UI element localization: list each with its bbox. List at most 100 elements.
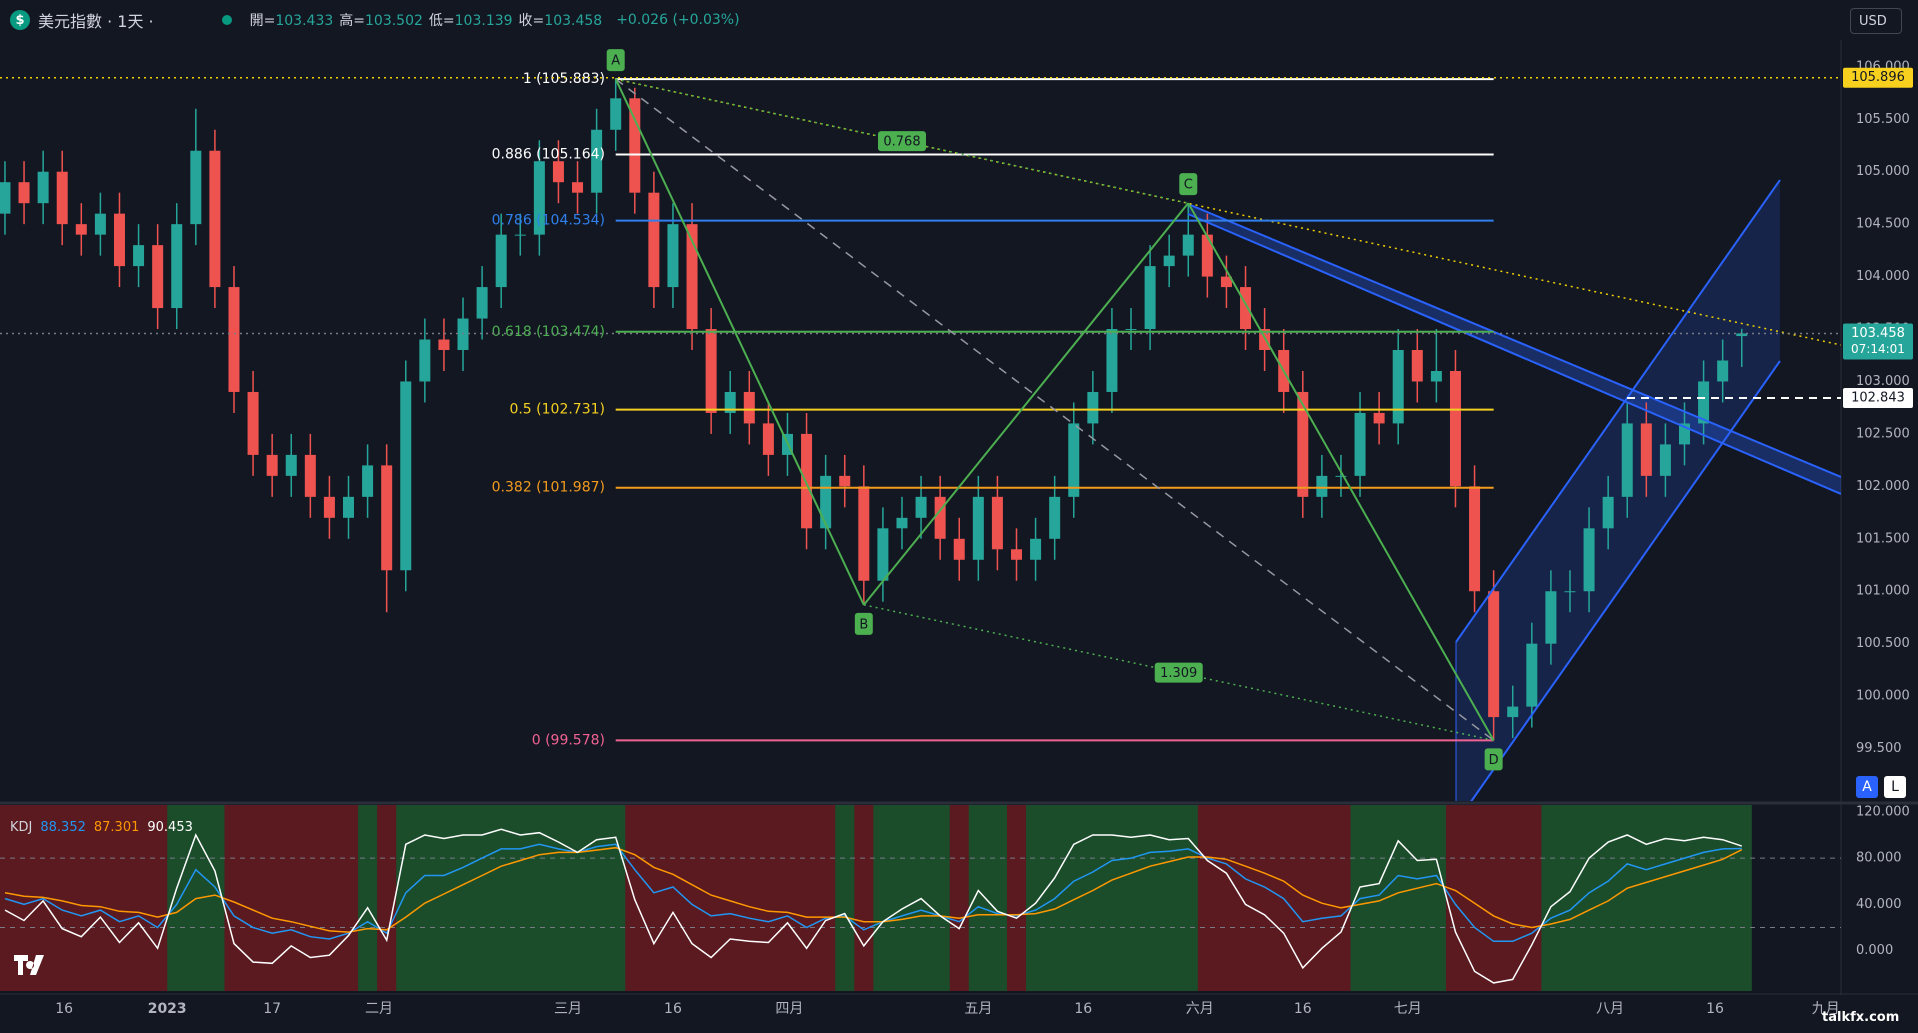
regime-band xyxy=(434,805,454,991)
x-tick-label: 16 xyxy=(55,1001,73,1017)
regime-band xyxy=(1522,805,1542,991)
candle-body xyxy=(1011,549,1023,560)
symbol[interactable]: 美元指數 · 1天 · xyxy=(38,12,154,31)
regime-band xyxy=(1216,805,1237,991)
regime-band xyxy=(1503,805,1523,991)
ohlc-label: 收= xyxy=(518,13,545,29)
candle-body xyxy=(552,161,564,183)
regime-band xyxy=(701,805,722,991)
channel-fill xyxy=(1456,180,1780,801)
candle-body xyxy=(1736,333,1748,337)
candle-body xyxy=(1316,475,1328,497)
regime-band xyxy=(1598,805,1619,991)
regime-band xyxy=(71,805,92,991)
kdj-line xyxy=(4,828,1743,984)
regime-band xyxy=(777,805,798,991)
regime-band xyxy=(1121,805,1142,991)
x-tick-label: 三月 xyxy=(554,1001,582,1017)
currency-button[interactable]: USD xyxy=(1850,8,1902,34)
candle-body xyxy=(896,517,908,529)
candle-body xyxy=(419,339,431,382)
candle-body xyxy=(514,234,526,236)
ohlc-label: 高= xyxy=(339,13,365,29)
candle-body xyxy=(1087,391,1099,424)
kdj-pane xyxy=(0,828,1841,984)
candle-body xyxy=(610,98,622,130)
regime-band xyxy=(1255,805,1275,991)
candle-body xyxy=(991,496,1003,550)
pattern-leg xyxy=(614,78,865,606)
kdj-tick-label: 80.000 xyxy=(1856,851,1902,866)
regime-band xyxy=(224,805,245,991)
channel-line xyxy=(1187,213,1841,495)
y-tick-label: 99.500 xyxy=(1856,741,1902,756)
regime-band xyxy=(529,805,550,991)
regime-band xyxy=(1407,805,1428,991)
candle-body xyxy=(457,318,469,351)
ratio-box xyxy=(877,131,926,152)
regime-band xyxy=(243,805,264,991)
x-tick-label: 九月 xyxy=(1812,1001,1840,1017)
regime-band xyxy=(52,805,73,991)
fib-label: 1 (105.883) xyxy=(523,71,605,87)
regime-band xyxy=(1140,805,1161,991)
candle-body xyxy=(438,339,450,351)
regime-band xyxy=(930,805,951,991)
candle-body xyxy=(724,391,736,413)
candle-body xyxy=(1182,234,1194,256)
regime-band xyxy=(816,805,836,991)
fib-label: 0.886 (105.164) xyxy=(492,147,605,163)
fib-label: 0.786 (104.534) xyxy=(492,213,605,229)
regime-band xyxy=(873,805,893,991)
x-tick-label: 16 xyxy=(1074,1001,1092,1017)
candle-body xyxy=(152,245,164,309)
x-tick-label: 六月 xyxy=(1186,1001,1214,1017)
candle-body xyxy=(266,454,278,476)
pattern-point xyxy=(854,612,873,635)
candle-body xyxy=(1297,391,1309,497)
regime-band xyxy=(1293,805,1313,991)
fib-label: 0.382 (101.987) xyxy=(492,480,605,496)
pattern-point xyxy=(1484,748,1503,771)
candle-body xyxy=(1144,266,1156,330)
candle-body xyxy=(934,496,946,539)
regime-band xyxy=(338,805,359,991)
regime-band xyxy=(319,805,340,991)
candle-body xyxy=(1201,234,1213,277)
price-tag-time: 07:14:01 xyxy=(1851,342,1905,356)
candle-body xyxy=(190,150,202,225)
candle-body xyxy=(1583,528,1595,592)
regime-band xyxy=(1331,805,1351,991)
auto-scale-button[interactable]: A xyxy=(1856,776,1878,798)
kdj-tick-label: 0.000 xyxy=(1856,943,1893,958)
regime-band xyxy=(510,805,531,991)
legend-value: 87.301 xyxy=(94,820,140,835)
candle-body xyxy=(686,224,698,330)
regime-band xyxy=(1732,805,1752,991)
x-tick-label: 2023 xyxy=(148,1001,187,1017)
candle-body xyxy=(1640,423,1652,476)
channel-line xyxy=(1187,203,1841,478)
drawings-back xyxy=(1188,180,1841,801)
price-tag-label: 105.896 xyxy=(1851,70,1905,85)
regime-band xyxy=(1445,805,1466,991)
candle-body xyxy=(75,224,87,235)
regime-band xyxy=(644,805,664,991)
regime-band xyxy=(1197,805,1218,991)
labels: 99.500 100.000 100.500 101.000 101.500 102.00… xyxy=(0,49,1913,1017)
kdj-line xyxy=(4,843,1742,943)
regime-band xyxy=(1102,805,1122,991)
regime-band xyxy=(663,805,684,991)
x-tick-label: 16 xyxy=(1706,1001,1724,1017)
pattern-label: D xyxy=(1489,753,1499,768)
regime-band xyxy=(1541,805,1561,991)
candle-body xyxy=(572,182,584,193)
candle-body xyxy=(1488,591,1500,718)
candle-body xyxy=(37,171,49,204)
candle-body xyxy=(1335,475,1347,477)
ohlc: 開=103.433 高=103.502 低=103.139 收=103.458 xyxy=(250,10,609,30)
regime-band xyxy=(567,805,588,991)
candle-body xyxy=(1354,412,1366,476)
log-scale-button[interactable]: L xyxy=(1884,776,1906,798)
